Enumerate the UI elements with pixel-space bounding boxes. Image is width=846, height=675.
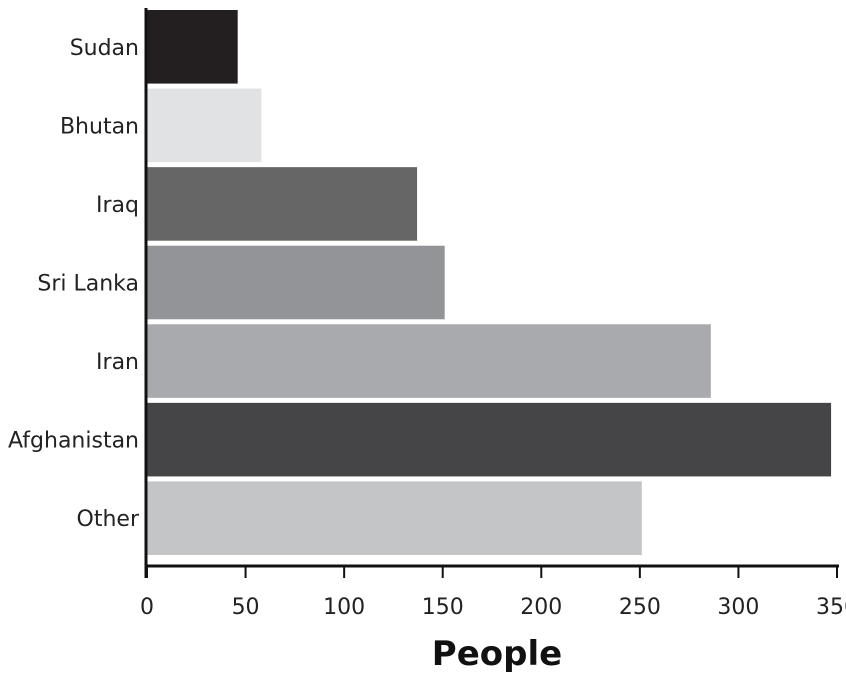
bar-iraq: [147, 167, 418, 241]
bar-afghanistan: [147, 402, 832, 477]
x-tick-label-0: 0: [140, 595, 154, 620]
bar-sri-lanka: [147, 245, 445, 320]
x-tick-label-50: 50: [232, 595, 260, 620]
category-label-other: Other: [77, 507, 140, 532]
category-label-sudan: Sudan: [70, 36, 139, 61]
category-label-bhutan: Bhutan: [60, 114, 139, 139]
bar-iran: [147, 324, 711, 398]
category-label-sri-lanka: Sri Lanka: [37, 272, 139, 297]
category-label-afghanistan: Afghanistan: [8, 429, 139, 454]
category-labels: Sudan Bhutan Iraq Sri Lanka Iran Afghanistan O…: [8, 36, 140, 532]
x-tick-label-100: 100: [323, 595, 365, 620]
bar-bhutan: [147, 88, 262, 163]
x-axis-title: People: [432, 634, 562, 674]
x-axis-ticks: 0 50 100 150 200 250 300 350: [140, 566, 846, 620]
x-tick-label-300: 300: [717, 595, 759, 620]
bars-group: [147, 10, 832, 555]
category-label-iraq: Iraq: [96, 193, 139, 218]
bar-other: [147, 481, 642, 555]
category-label-iran: Iran: [96, 350, 139, 375]
x-tick-label-350: 350: [816, 595, 846, 620]
x-tick-label-250: 250: [619, 595, 661, 620]
x-tick-label-200: 200: [520, 595, 562, 620]
x-tick-label-150: 150: [422, 595, 464, 620]
bar-sudan: [147, 10, 238, 84]
